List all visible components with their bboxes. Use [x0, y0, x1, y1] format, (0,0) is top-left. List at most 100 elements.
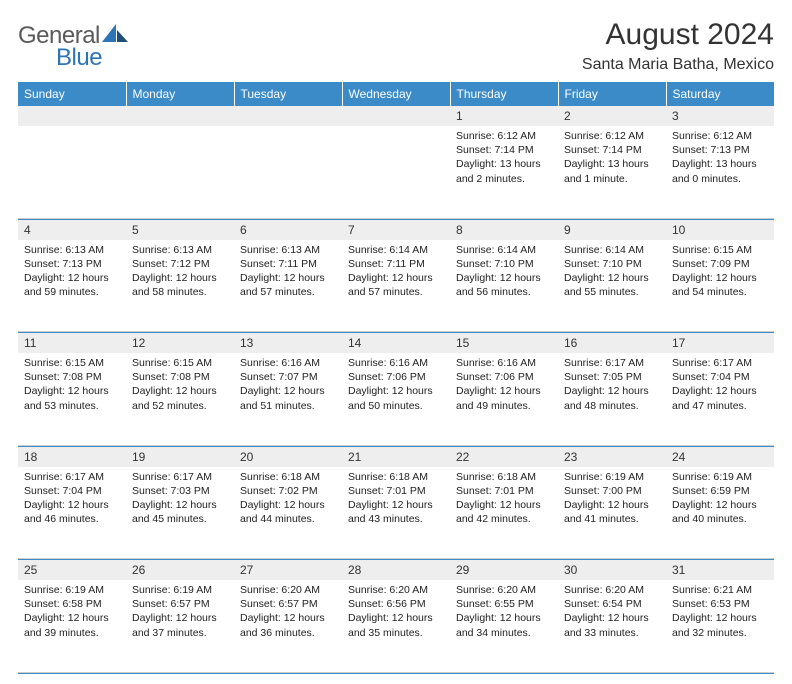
sunset-text: Sunset: 6:57 PM: [132, 597, 228, 611]
sunrise-text: Sunrise: 6:19 AM: [24, 583, 120, 597]
day-number-cell: [342, 106, 450, 126]
daylight-text: Daylight: 12 hours and 57 minutes.: [240, 271, 336, 299]
sunrise-text: Sunrise: 6:13 AM: [240, 243, 336, 257]
daylight-text: Daylight: 12 hours and 40 minutes.: [672, 498, 768, 526]
sunrise-text: Sunrise: 6:19 AM: [564, 470, 660, 484]
day-cell: Sunrise: 6:13 AMSunset: 7:11 PMDaylight:…: [234, 240, 342, 332]
day-content: [234, 126, 342, 133]
daylight-text: Daylight: 12 hours and 32 minutes.: [672, 611, 768, 639]
day-content: Sunrise: 6:15 AMSunset: 7:08 PMDaylight:…: [18, 353, 126, 417]
sunrise-text: Sunrise: 6:14 AM: [348, 243, 444, 257]
day-number: 26: [132, 563, 145, 577]
day-content: Sunrise: 6:17 AMSunset: 7:04 PMDaylight:…: [666, 353, 774, 417]
day-number: 16: [564, 336, 577, 350]
day-number: 6: [240, 223, 247, 237]
day-cell: Sunrise: 6:18 AMSunset: 7:01 PMDaylight:…: [450, 467, 558, 559]
day-content: Sunrise: 6:16 AMSunset: 7:06 PMDaylight:…: [342, 353, 450, 417]
day-content: Sunrise: 6:19 AMSunset: 7:00 PMDaylight:…: [558, 467, 666, 531]
day-cell: [342, 126, 450, 218]
week-separator: [18, 672, 774, 673]
day-cell: Sunrise: 6:19 AMSunset: 6:57 PMDaylight:…: [126, 580, 234, 672]
sunset-text: Sunset: 7:11 PM: [348, 257, 444, 271]
day-cell: Sunrise: 6:20 AMSunset: 6:56 PMDaylight:…: [342, 580, 450, 672]
sunset-text: Sunset: 7:05 PM: [564, 370, 660, 384]
day-cell: Sunrise: 6:17 AMSunset: 7:04 PMDaylight:…: [666, 353, 774, 445]
day-number-cell: 30: [558, 560, 666, 581]
daylight-text: Daylight: 12 hours and 42 minutes.: [456, 498, 552, 526]
weekday-header: Wednesday: [342, 82, 450, 106]
calendar-page: GeneralBlue August 2024 Santa Maria Bath…: [0, 0, 792, 684]
daylight-text: Daylight: 12 hours and 39 minutes.: [24, 611, 120, 639]
sunset-text: Sunset: 7:09 PM: [672, 257, 768, 271]
day-number-cell: 25: [18, 560, 126, 581]
day-number-cell: 5: [126, 219, 234, 240]
day-content: Sunrise: 6:13 AMSunset: 7:12 PMDaylight:…: [126, 240, 234, 304]
sunrise-text: Sunrise: 6:21 AM: [672, 583, 768, 597]
daynum-row: 45678910: [18, 219, 774, 240]
day-number-cell: [234, 106, 342, 126]
day-cell: Sunrise: 6:15 AMSunset: 7:08 PMDaylight:…: [126, 353, 234, 445]
day-cell: Sunrise: 6:13 AMSunset: 7:12 PMDaylight:…: [126, 240, 234, 332]
daylight-text: Daylight: 12 hours and 56 minutes.: [456, 271, 552, 299]
day-number-cell: 26: [126, 560, 234, 581]
sunrise-text: Sunrise: 6:20 AM: [240, 583, 336, 597]
sunrise-text: Sunrise: 6:13 AM: [132, 243, 228, 257]
sunset-text: Sunset: 7:03 PM: [132, 484, 228, 498]
sunrise-text: Sunrise: 6:13 AM: [24, 243, 120, 257]
daylight-text: Daylight: 13 hours and 2 minutes.: [456, 157, 552, 185]
day-content: Sunrise: 6:13 AMSunset: 7:13 PMDaylight:…: [18, 240, 126, 304]
day-cell: Sunrise: 6:19 AMSunset: 6:58 PMDaylight:…: [18, 580, 126, 672]
sunrise-text: Sunrise: 6:15 AM: [24, 356, 120, 370]
sunset-text: Sunset: 7:01 PM: [456, 484, 552, 498]
day-number-cell: 1: [450, 106, 558, 126]
daylight-text: Daylight: 12 hours and 45 minutes.: [132, 498, 228, 526]
day-cell: Sunrise: 6:14 AMSunset: 7:10 PMDaylight:…: [450, 240, 558, 332]
sunrise-text: Sunrise: 6:17 AM: [132, 470, 228, 484]
daylight-text: Daylight: 12 hours and 52 minutes.: [132, 384, 228, 412]
day-number: 3: [672, 109, 679, 123]
day-number: 19: [132, 450, 145, 464]
day-number: 2: [564, 109, 571, 123]
day-number: 21: [348, 450, 361, 464]
sunset-text: Sunset: 7:01 PM: [348, 484, 444, 498]
daylight-text: Daylight: 12 hours and 43 minutes.: [348, 498, 444, 526]
day-cell: Sunrise: 6:13 AMSunset: 7:13 PMDaylight:…: [18, 240, 126, 332]
day-content: [126, 126, 234, 133]
sunrise-text: Sunrise: 6:16 AM: [348, 356, 444, 370]
daylight-text: Daylight: 12 hours and 54 minutes.: [672, 271, 768, 299]
day-number: 14: [348, 336, 361, 350]
day-content: Sunrise: 6:16 AMSunset: 7:07 PMDaylight:…: [234, 353, 342, 417]
daylight-text: Daylight: 12 hours and 35 minutes.: [348, 611, 444, 639]
sunrise-text: Sunrise: 6:12 AM: [672, 129, 768, 143]
sunrise-text: Sunrise: 6:12 AM: [564, 129, 660, 143]
sunrise-text: Sunrise: 6:16 AM: [456, 356, 552, 370]
brand-sail-icon: [102, 24, 128, 42]
day-cell: Sunrise: 6:19 AMSunset: 7:00 PMDaylight:…: [558, 467, 666, 559]
weekday-header: Tuesday: [234, 82, 342, 106]
daynum-row: 11121314151617: [18, 333, 774, 354]
month-title: August 2024: [582, 18, 774, 52]
sunset-text: Sunset: 7:08 PM: [132, 370, 228, 384]
day-cell: Sunrise: 6:18 AMSunset: 7:01 PMDaylight:…: [342, 467, 450, 559]
sunrise-text: Sunrise: 6:17 AM: [564, 356, 660, 370]
daylight-text: Daylight: 12 hours and 41 minutes.: [564, 498, 660, 526]
day-number-cell: 3: [666, 106, 774, 126]
sunset-text: Sunset: 7:06 PM: [456, 370, 552, 384]
sunset-text: Sunset: 7:11 PM: [240, 257, 336, 271]
daylight-text: Daylight: 12 hours and 33 minutes.: [564, 611, 660, 639]
day-cell: Sunrise: 6:20 AMSunset: 6:55 PMDaylight:…: [450, 580, 558, 672]
sunset-text: Sunset: 6:59 PM: [672, 484, 768, 498]
day-number: 28: [348, 563, 361, 577]
daylight-text: Daylight: 12 hours and 44 minutes.: [240, 498, 336, 526]
daynum-row: 12 3: [18, 106, 774, 126]
day-content: [342, 126, 450, 133]
sunrise-text: Sunrise: 6:18 AM: [348, 470, 444, 484]
day-cell: Sunrise: 6:19 AMSunset: 6:59 PMDaylight:…: [666, 467, 774, 559]
day-number-cell: 13: [234, 333, 342, 354]
day-number: 30: [564, 563, 577, 577]
sunset-text: Sunset: 6:54 PM: [564, 597, 660, 611]
day-content: Sunrise: 6:14 AMSunset: 7:11 PMDaylight:…: [342, 240, 450, 304]
weekday-header: Friday: [558, 82, 666, 106]
sunrise-text: Sunrise: 6:16 AM: [240, 356, 336, 370]
sunrise-text: Sunrise: 6:15 AM: [672, 243, 768, 257]
